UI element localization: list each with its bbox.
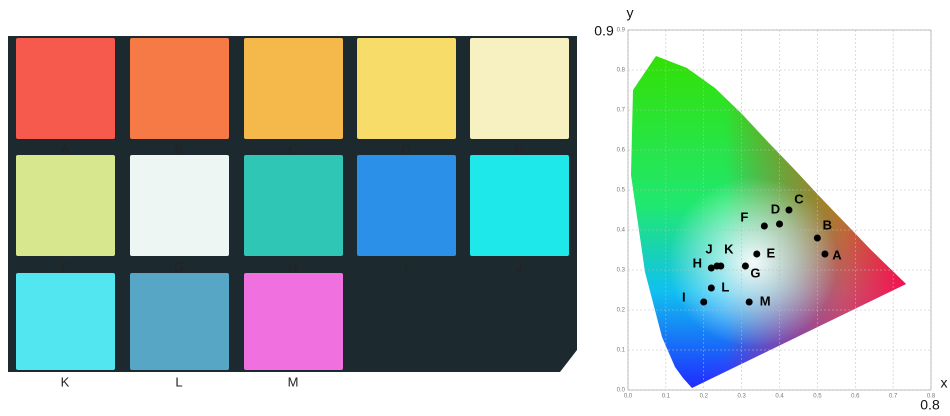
swatch-grid: A B C D E F G H I J K L M	[16, 38, 569, 389]
swatch-label: E	[515, 141, 524, 156]
x-axis-label: x	[941, 375, 948, 391]
color-swatch	[244, 273, 343, 370]
x-tick-label: 0.5	[813, 394, 822, 400]
data-point	[753, 250, 761, 258]
point-label: J	[705, 241, 712, 256]
color-swatch	[357, 155, 456, 256]
color-swatch	[16, 38, 115, 139]
x-tick-label: 0.7	[889, 394, 898, 400]
data-point	[717, 262, 725, 270]
x-end-label: 0.8	[920, 397, 940, 413]
swatch-label: M	[288, 374, 299, 389]
data-point	[785, 206, 793, 214]
data-point	[745, 298, 753, 306]
swatch-label: F	[61, 259, 69, 274]
point-label: B	[823, 217, 832, 232]
point-label: D	[771, 201, 780, 216]
point-label: I	[682, 289, 686, 304]
data-point	[707, 284, 715, 292]
data-point	[760, 222, 768, 230]
y-end-label: 0.9	[594, 23, 614, 39]
swatch-label: G	[174, 259, 184, 274]
y-tick-label: 0.6	[617, 148, 626, 154]
x-tick-label: 0.2	[700, 394, 709, 400]
color-swatch	[130, 155, 229, 256]
y-tick-label: 0.3	[617, 268, 626, 274]
y-tick-label: 0.5	[617, 188, 626, 194]
point-label: K	[724, 241, 734, 256]
color-swatch	[16, 273, 115, 370]
y-tick-label: 0.0	[617, 388, 626, 394]
data-point	[700, 298, 708, 306]
swatch-label: K	[61, 374, 70, 389]
point-label: A	[832, 247, 842, 262]
swatch-label: D	[401, 141, 410, 156]
data-point	[821, 250, 829, 258]
x-tick-label: 0.3	[737, 394, 746, 400]
point-label: E	[766, 245, 775, 260]
x-tick-label: 0.6	[851, 394, 860, 400]
chromaticity-locus	[631, 56, 906, 388]
point-label: F	[740, 209, 748, 224]
swatch-label: B	[175, 141, 184, 156]
y-tick-label: 0.2	[617, 308, 626, 314]
x-tick-label: 0.0	[624, 394, 633, 400]
swatch-label: L	[175, 374, 182, 389]
y-tick-label: 0.4	[617, 228, 626, 234]
data-point	[707, 264, 715, 272]
swatch-label: I	[404, 259, 408, 274]
color-swatch	[244, 155, 343, 256]
data-point	[741, 262, 749, 270]
point-label: C	[794, 191, 804, 206]
point-label: G	[750, 265, 760, 280]
y-tick-label: 0.8	[617, 68, 626, 74]
swatch-label: C	[288, 141, 297, 156]
swatch-label: A	[61, 141, 70, 156]
color-swatch	[470, 155, 569, 256]
y-tick-label: 0.1	[617, 348, 626, 354]
y-tick-label: 0.9	[617, 28, 626, 34]
point-label: M	[760, 293, 771, 308]
data-point	[813, 234, 821, 242]
swatch-label: H	[288, 259, 297, 274]
color-swatch	[130, 38, 229, 139]
color-swatch	[16, 155, 115, 256]
color-swatch	[470, 38, 569, 139]
x-tick-label: 0.4	[775, 394, 784, 400]
y-tick-label: 0.7	[617, 108, 626, 114]
y-axis-label: y	[627, 5, 634, 21]
data-point	[776, 220, 783, 228]
point-label: L	[721, 279, 729, 294]
point-label: H	[693, 255, 702, 270]
color-swatch	[244, 38, 343, 139]
color-swatch	[357, 38, 456, 139]
swatch-label: J	[516, 259, 523, 274]
x-tick-label: 0.8	[927, 394, 936, 400]
plot-frame	[627, 29, 932, 391]
x-tick-label: 0.1	[662, 394, 671, 400]
color-swatch	[130, 273, 229, 370]
